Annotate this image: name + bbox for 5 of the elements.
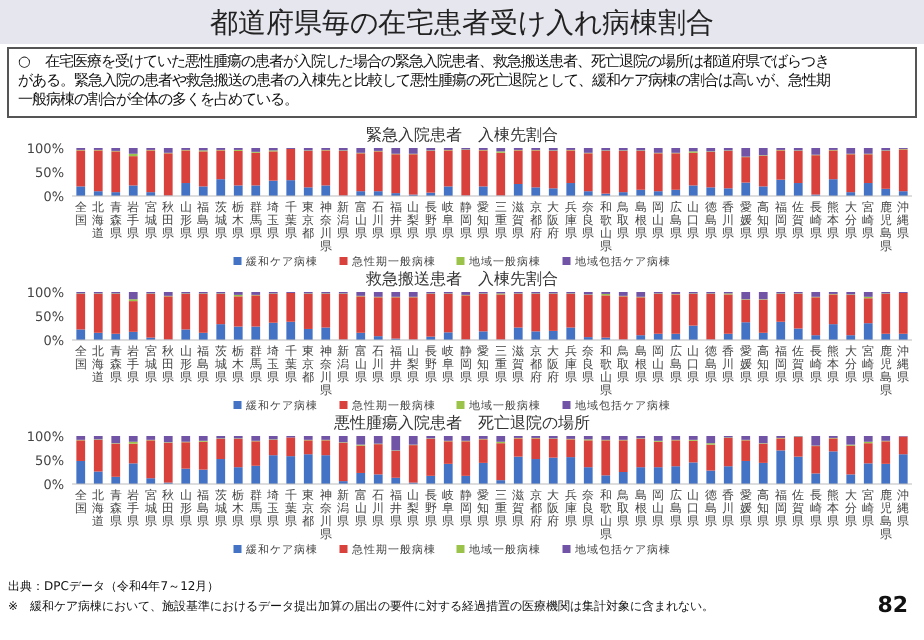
- chart-title: 悪性腫瘍入院患者 死亡退院の場所: [332, 414, 590, 432]
- text: 都道府県毎の在宅患者受け入れ病棟割合: [210, 8, 714, 40]
- text: 82: [877, 592, 908, 618]
- chart-title: 緊急入院患者 入棟先割合: [366, 126, 558, 144]
- chart-title: 救急搬送患者 入棟先割合: [364, 270, 558, 288]
